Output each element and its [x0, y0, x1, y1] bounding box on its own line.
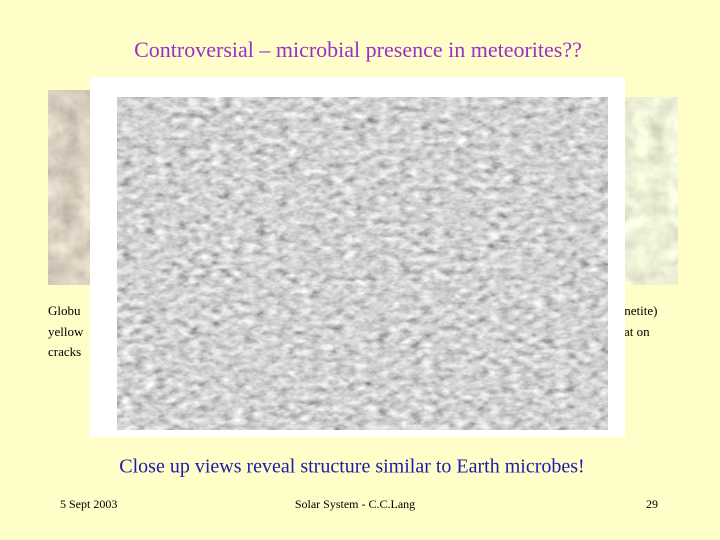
left-caption-line: cracks [48, 344, 81, 359]
footer-date: 5 Sept 2003 [60, 497, 117, 511]
footer-source: Solar System - C.C.Lang [295, 497, 415, 511]
slide-title: Controversial – microbial presence in me… [134, 37, 582, 62]
left-image [48, 90, 96, 285]
caption: Close up views reveal structure similar … [119, 456, 584, 478]
microbe-image [117, 97, 608, 430]
right-caption-line: at on [624, 324, 650, 339]
page-number: 29 [646, 497, 658, 511]
left-caption-line: Globu [48, 303, 81, 318]
left-caption-line: yellow [48, 324, 84, 339]
